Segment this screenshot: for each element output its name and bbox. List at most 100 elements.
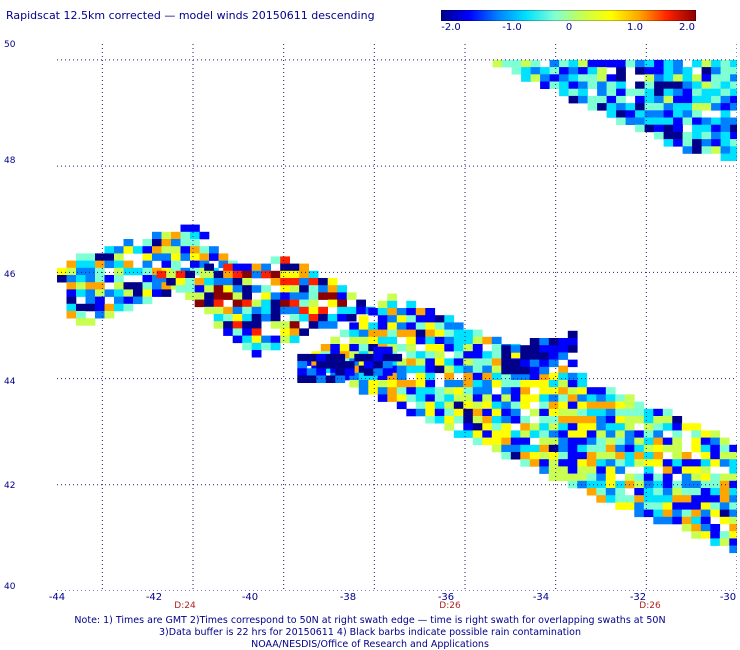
wind-cell (548, 437, 559, 446)
wind-cell (662, 509, 673, 518)
wind-cell (306, 368, 317, 376)
wind-cell (577, 394, 588, 402)
wind-cell (710, 459, 721, 467)
wind-cell (104, 260, 115, 269)
wind-cell (672, 437, 683, 446)
wind-cell (539, 423, 550, 431)
wind-cell (344, 368, 355, 376)
wind-cell (729, 538, 737, 546)
wind-cell (76, 260, 86, 269)
wind-cell (95, 253, 105, 261)
wind-cell (444, 423, 455, 431)
wind-cell (299, 328, 309, 336)
wind-cell (710, 473, 721, 482)
wind-cell (327, 314, 338, 322)
wind-cell (682, 103, 693, 111)
wind-cell (354, 353, 365, 362)
wind-cell (634, 430, 645, 438)
wind-cell (406, 322, 417, 330)
wind-cell (548, 345, 559, 353)
wind-cell (377, 336, 388, 345)
wind-cell (482, 365, 493, 374)
wind-cell (114, 289, 124, 297)
wind-cell (548, 394, 559, 402)
wind-cell (548, 416, 559, 424)
wind-cell (223, 278, 233, 286)
wind-cell (625, 110, 636, 118)
map-gridlines (57, 44, 737, 591)
wind-cell (482, 416, 493, 424)
wind-cell (142, 275, 153, 283)
wind-cell (425, 365, 436, 374)
wind-cell (501, 416, 512, 424)
wind-cell (596, 394, 607, 402)
wind-cell (719, 516, 730, 525)
wind-cell (232, 285, 243, 293)
wind-cell (681, 524, 692, 532)
wind-cell (491, 430, 502, 438)
wind-cell (539, 338, 550, 346)
wind-cell (730, 81, 737, 89)
wind-cell (643, 466, 654, 474)
wind-cell (76, 289, 86, 297)
wind-cell (729, 531, 737, 539)
wind-cell (662, 488, 673, 496)
wind-cell (76, 303, 86, 312)
wind-cell (472, 358, 483, 366)
wind-cell (261, 335, 271, 344)
wind-cell (406, 308, 417, 316)
wind-cell (356, 306, 366, 315)
wind-cell (337, 306, 347, 315)
wind-cell (587, 81, 598, 89)
wind-cell (711, 117, 721, 125)
wind-cell (662, 437, 673, 446)
wind-cell (615, 423, 626, 431)
wind-cell (482, 372, 493, 381)
wind-cell (463, 344, 474, 352)
wind-cell (251, 270, 262, 279)
wind-cell (142, 239, 153, 247)
wind-cell (453, 329, 464, 338)
wind-cell (396, 315, 407, 323)
wind-cell (434, 351, 445, 359)
wind-cell (453, 408, 464, 417)
wind-cell (643, 473, 654, 482)
wind-cell (681, 480, 692, 489)
wind-cell (316, 368, 327, 376)
wind-cell (710, 444, 721, 453)
wind-cell (672, 466, 683, 474)
wind-cell (123, 296, 134, 305)
wind-cell (209, 246, 219, 254)
wind-cell (729, 452, 737, 460)
wind-cell (396, 372, 407, 381)
wind-cell (567, 466, 578, 474)
wind-cell (692, 95, 702, 104)
wind-cell (318, 292, 328, 300)
wind-cell (711, 124, 721, 133)
wind-cell (634, 452, 645, 460)
wind-cell (548, 387, 559, 395)
wind-cell (232, 314, 243, 322)
wind-cell (529, 452, 540, 460)
lon-tick-label: -38 (339, 592, 357, 603)
wind-cell (368, 322, 379, 330)
wind-cell (540, 74, 550, 82)
wind-cell (634, 502, 645, 510)
wind-cell (171, 253, 181, 261)
wind-cell (720, 74, 731, 82)
wind-cell (662, 473, 673, 482)
wind-cell (502, 59, 512, 68)
wind-cell (501, 401, 512, 410)
wind-cell (382, 368, 393, 376)
wind-cell (463, 401, 474, 410)
wind-cell (463, 423, 474, 431)
wind-cell (568, 74, 579, 82)
wind-cell (624, 502, 635, 510)
wind-cell (644, 110, 655, 118)
wind-cell (114, 253, 124, 261)
wind-cell (190, 253, 200, 261)
wind-cell (289, 306, 300, 315)
wind-cell (209, 253, 219, 261)
wind-cell (663, 103, 674, 111)
wind-cell (425, 329, 436, 338)
